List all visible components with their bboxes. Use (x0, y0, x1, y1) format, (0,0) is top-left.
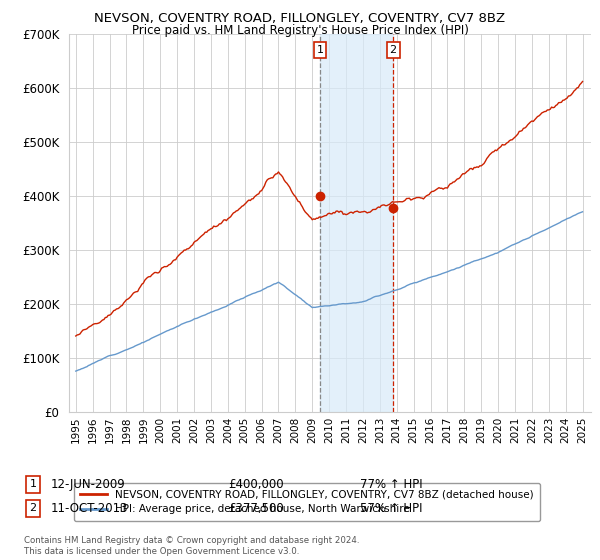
Text: Price paid vs. HM Land Registry's House Price Index (HPI): Price paid vs. HM Land Registry's House … (131, 24, 469, 36)
Text: 57% ↑ HPI: 57% ↑ HPI (360, 502, 422, 515)
Text: 1: 1 (29, 479, 37, 489)
Text: 2: 2 (29, 503, 37, 514)
Text: 11-OCT-2013: 11-OCT-2013 (51, 502, 128, 515)
Bar (320, 34, 393, 412)
Text: 2: 2 (389, 45, 397, 55)
Text: £377,500: £377,500 (228, 502, 284, 515)
Text: NEVSON, COVENTRY ROAD, FILLONGLEY, COVENTRY, CV7 8BZ: NEVSON, COVENTRY ROAD, FILLONGLEY, COVEN… (94, 12, 506, 25)
Text: £400,000: £400,000 (228, 478, 284, 491)
Text: Contains HM Land Registry data © Crown copyright and database right 2024.
This d: Contains HM Land Registry data © Crown c… (24, 536, 359, 556)
Text: 12-JUN-2009: 12-JUN-2009 (51, 478, 126, 491)
Text: 1: 1 (317, 45, 323, 55)
Legend: NEVSON, COVENTRY ROAD, FILLONGLEY, COVENTRY, CV7 8BZ (detached house), HPI: Aver: NEVSON, COVENTRY ROAD, FILLONGLEY, COVEN… (74, 483, 540, 521)
Text: 77% ↑ HPI: 77% ↑ HPI (360, 478, 422, 491)
